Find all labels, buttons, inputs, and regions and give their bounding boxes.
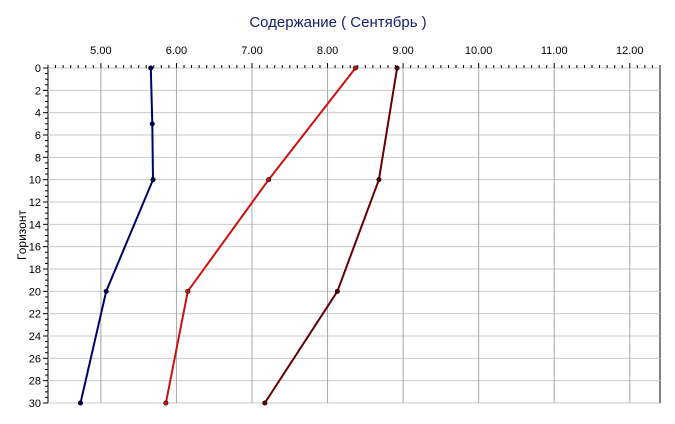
x-tick-label: 5.00 — [90, 45, 111, 57]
x-tick-label: 7.00 — [241, 45, 262, 57]
y-axis-label: Горизонт — [15, 210, 29, 260]
y-tick-label: 6 — [35, 130, 41, 142]
plot-area — [47, 67, 661, 404]
y-tick-label: 26 — [29, 353, 41, 365]
series-line — [263, 67, 399, 404]
series-line — [164, 67, 357, 404]
x-tick-label: 10.00 — [465, 45, 493, 57]
y-tick-label: 20 — [29, 286, 41, 298]
data-point — [376, 177, 382, 183]
y-tick-label: 30 — [29, 398, 41, 410]
series-layer — [77, 65, 400, 406]
y-tick-label: 0 — [35, 63, 41, 75]
y-tick-label: 12 — [29, 197, 41, 209]
data-point — [262, 400, 268, 406]
series — [262, 65, 400, 406]
y-tick-label: 8 — [35, 152, 41, 164]
x-tick-label: 8.00 — [317, 45, 338, 57]
data-point — [77, 400, 83, 406]
y-tick-label: 18 — [29, 264, 41, 276]
x-tick-label: 9.00 — [392, 45, 413, 57]
y-tick-label: 16 — [29, 242, 41, 254]
data-point — [266, 177, 272, 183]
data-point — [185, 288, 191, 294]
x-tick-label: 11.00 — [541, 45, 568, 57]
x-tick-label: 6.00 — [166, 45, 187, 57]
x-tick-label: 12.00 — [616, 45, 644, 57]
y-tick-label: 2 — [35, 85, 41, 97]
axis-ticks — [43, 63, 661, 404]
data-point — [149, 121, 155, 127]
data-point — [334, 288, 340, 294]
gridlines — [48, 67, 660, 404]
x-tick-labels: 5.00 6.00 7.00 8.00 9.00 10.00 11.00 12.00 — [90, 45, 643, 57]
chart-title: Содержание ( Сентябрь ) — [249, 14, 426, 31]
y-tick-label: 4 — [35, 108, 41, 120]
data-point — [148, 65, 154, 71]
y-tick-label: 28 — [29, 376, 41, 388]
data-point — [103, 288, 109, 294]
plot-background — [48, 68, 660, 403]
y-tick-label: 24 — [29, 331, 41, 343]
y-tick-label: 22 — [29, 309, 41, 321]
y-tick-label: 14 — [29, 219, 41, 231]
series — [163, 65, 359, 406]
y-tick-label: 10 — [29, 175, 41, 187]
data-point — [150, 177, 156, 183]
data-point — [163, 400, 169, 406]
data-point — [394, 65, 400, 71]
data-point — [353, 65, 359, 71]
series — [77, 65, 156, 406]
